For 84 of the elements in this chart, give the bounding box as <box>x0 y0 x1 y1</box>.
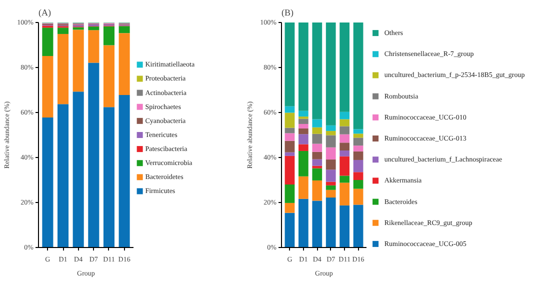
bar <box>340 112 350 120</box>
bar <box>88 30 100 63</box>
bar <box>326 125 336 131</box>
bar <box>312 200 322 248</box>
bar <box>312 180 322 201</box>
bar <box>326 135 336 148</box>
bar <box>340 126 350 134</box>
bar <box>118 26 130 34</box>
bar <box>298 22 308 111</box>
bar <box>298 118 308 124</box>
bar <box>353 151 364 160</box>
bar <box>326 22 336 126</box>
bar <box>298 134 308 144</box>
bar <box>312 22 322 120</box>
bar <box>340 150 350 156</box>
bar <box>326 182 336 186</box>
bar <box>72 27 84 30</box>
bar <box>353 22 364 130</box>
bar <box>340 134 350 143</box>
bar <box>340 205 350 248</box>
bar <box>353 172 364 180</box>
bar <box>118 33 130 95</box>
bar <box>72 92 84 248</box>
bar <box>118 94 130 248</box>
bar <box>340 119 350 126</box>
bar <box>340 176 350 183</box>
bar <box>58 104 69 248</box>
bar <box>298 198 308 248</box>
bar <box>284 133 295 141</box>
bar <box>284 106 295 113</box>
bar <box>326 185 336 190</box>
bar <box>284 22 295 106</box>
bar <box>298 176 308 199</box>
bar <box>340 182 350 206</box>
bar <box>284 156 295 184</box>
bar <box>353 188 364 205</box>
bar <box>284 184 295 203</box>
bar <box>298 124 308 128</box>
bar <box>312 168 322 180</box>
bar <box>340 142 350 151</box>
bar <box>88 26 100 30</box>
bar <box>312 159 322 166</box>
bar <box>72 30 84 92</box>
bar <box>298 144 308 151</box>
bar <box>42 117 54 248</box>
bar <box>103 26 114 46</box>
bar <box>326 147 336 160</box>
bar <box>42 56 54 118</box>
bar <box>353 134 364 138</box>
bar <box>103 45 114 108</box>
bar <box>284 112 295 128</box>
bar <box>58 28 69 34</box>
chart-title: (B) <box>282 8 294 18</box>
bar <box>326 190 336 198</box>
chart-title: (A) <box>38 8 51 18</box>
bar <box>42 28 54 56</box>
bar <box>353 160 364 172</box>
bar <box>312 134 322 144</box>
bar <box>103 107 114 248</box>
bar <box>353 180 364 189</box>
bar <box>353 204 364 248</box>
bar <box>312 152 322 160</box>
bar <box>284 202 295 213</box>
bar <box>284 152 295 156</box>
bar <box>312 144 322 152</box>
bar <box>353 138 364 146</box>
bar <box>312 166 322 168</box>
bar <box>88 62 100 248</box>
bar <box>326 130 336 136</box>
bar <box>58 34 69 104</box>
bar <box>326 170 336 182</box>
bar <box>298 128 308 134</box>
bar <box>353 146 364 152</box>
bar <box>326 198 336 248</box>
bar <box>298 110 308 117</box>
bar <box>312 119 322 128</box>
bar <box>284 212 295 248</box>
bar <box>353 129 364 134</box>
bar <box>284 140 295 152</box>
bar <box>298 150 308 176</box>
bar <box>326 160 336 170</box>
bar <box>312 127 322 134</box>
bar <box>340 22 350 112</box>
bar <box>340 156 350 176</box>
